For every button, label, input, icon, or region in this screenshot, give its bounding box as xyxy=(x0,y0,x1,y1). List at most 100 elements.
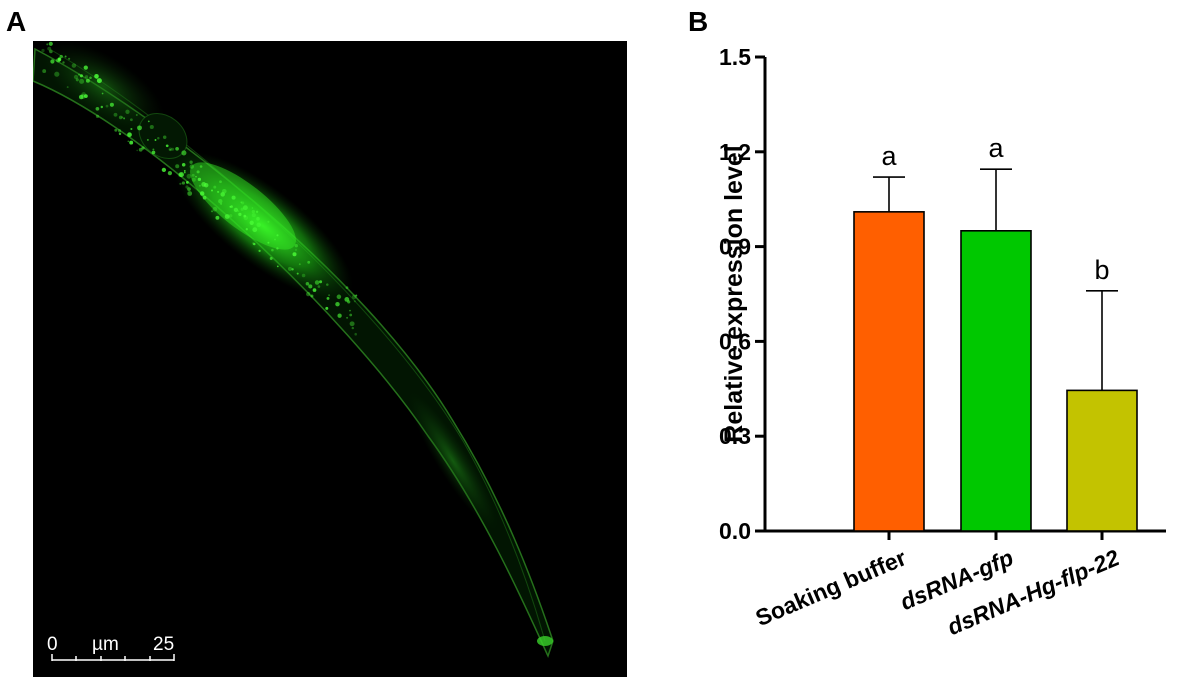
x-tick-label: Soaking buffer xyxy=(752,544,910,631)
speckle xyxy=(109,102,114,107)
speckle xyxy=(75,78,79,82)
x-tick-label: dsRNA-Hg-flp-22 xyxy=(943,544,1123,640)
speckle xyxy=(242,205,248,211)
speckle xyxy=(212,206,218,212)
speckle xyxy=(326,283,329,286)
speckle xyxy=(306,291,311,297)
speckle xyxy=(197,177,202,182)
speckle xyxy=(229,205,232,208)
speckle xyxy=(175,164,180,169)
speckle xyxy=(41,48,45,53)
bar xyxy=(960,230,1032,532)
y-axis-label: Relative expression level xyxy=(720,145,748,442)
speckle xyxy=(237,210,240,213)
speckle xyxy=(57,57,61,61)
speckle xyxy=(118,132,122,136)
speckle xyxy=(256,216,260,221)
speckle xyxy=(130,127,133,131)
speckle xyxy=(210,189,214,192)
speckle xyxy=(251,209,256,214)
speckle xyxy=(136,149,139,152)
speckle xyxy=(95,106,100,111)
speckle xyxy=(294,248,298,251)
speckle xyxy=(308,284,313,289)
speckle xyxy=(105,104,109,108)
speckle xyxy=(191,177,196,182)
speckle xyxy=(187,191,193,196)
scale-bar-start-label: 0 xyxy=(47,634,58,655)
y-tick-label: 1.5 xyxy=(719,44,751,70)
panel-label-a: A xyxy=(6,6,27,37)
speckle xyxy=(351,326,355,330)
speckle xyxy=(68,57,71,60)
speckle xyxy=(154,139,157,141)
tail-tip xyxy=(537,636,553,646)
speckle xyxy=(152,148,155,151)
speckle xyxy=(157,137,160,140)
speckle xyxy=(292,252,297,257)
speckle xyxy=(305,282,310,286)
y-tick-label: 0.9 xyxy=(719,234,751,260)
speckle xyxy=(203,182,209,188)
panel-label-b: B xyxy=(688,6,709,37)
speckle xyxy=(291,268,294,271)
speckle xyxy=(78,94,84,100)
scale-bar-end-label: 25 xyxy=(153,634,174,655)
speckle xyxy=(165,144,169,148)
speckle xyxy=(301,273,306,278)
speckle xyxy=(48,41,53,46)
speckle xyxy=(296,272,299,275)
speckle xyxy=(240,201,243,204)
speckle xyxy=(175,146,179,151)
speckle xyxy=(129,140,134,145)
speckle xyxy=(183,169,186,172)
speckle xyxy=(191,173,195,177)
speckle xyxy=(42,69,47,74)
scale-bar-unit-label: µm xyxy=(92,634,119,655)
speckle xyxy=(49,49,53,54)
speckle xyxy=(271,248,274,252)
speckle xyxy=(325,306,329,310)
speckle xyxy=(95,114,100,118)
speckle xyxy=(319,280,323,284)
speckle xyxy=(196,170,200,174)
speckle xyxy=(146,138,149,141)
speckle xyxy=(96,78,102,84)
speckle xyxy=(221,188,227,194)
speckle xyxy=(113,112,118,117)
speckle xyxy=(85,78,90,83)
speckle xyxy=(100,105,104,109)
speckle xyxy=(346,316,349,319)
speckle xyxy=(135,113,138,117)
bar xyxy=(1066,389,1138,532)
speckle xyxy=(84,75,89,79)
speckle xyxy=(267,241,270,244)
bar-chart: 0.0 0.3 0.6 0.9 1.2 1.5 Relative expression l… xyxy=(719,44,1166,640)
speckle xyxy=(349,321,355,327)
speckle xyxy=(349,309,351,312)
speckle xyxy=(355,294,358,297)
bar xyxy=(853,211,925,532)
speckle xyxy=(189,164,195,169)
speckle xyxy=(317,285,321,288)
speckle xyxy=(161,167,167,173)
anterior-speckle-region xyxy=(41,41,165,131)
speckle xyxy=(326,296,330,300)
significance-label: a xyxy=(988,133,1004,163)
speckle xyxy=(253,242,256,246)
speckle xyxy=(344,297,350,302)
speckle xyxy=(335,301,340,307)
fluorescent-gut-core xyxy=(190,162,296,250)
speckle xyxy=(147,120,150,123)
speckle xyxy=(171,147,175,151)
speckle xyxy=(137,125,142,131)
speckle xyxy=(349,313,353,317)
speckle xyxy=(50,59,55,64)
speckle xyxy=(47,46,52,51)
speckle xyxy=(101,92,104,95)
speckle xyxy=(178,172,183,177)
speckle xyxy=(238,212,242,217)
speckle xyxy=(59,54,63,59)
significance-label: b xyxy=(1094,255,1109,285)
speckle xyxy=(114,128,118,132)
